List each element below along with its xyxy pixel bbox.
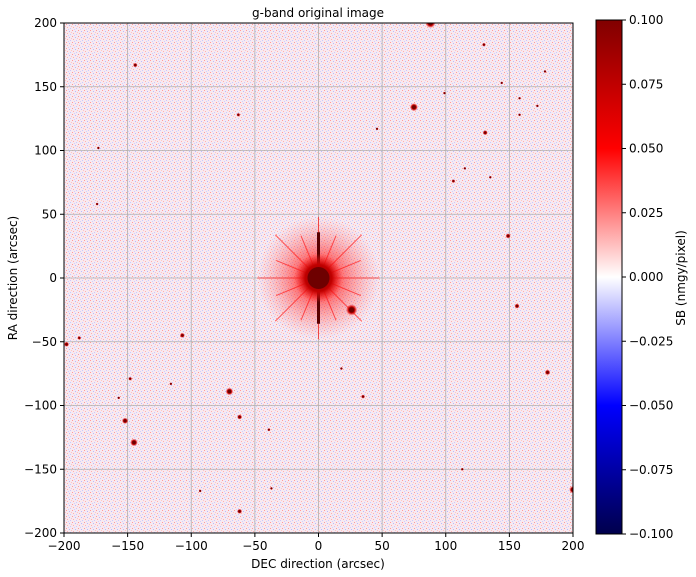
source-core	[307, 267, 330, 289]
x-tick-label: −150	[111, 539, 144, 553]
source-core	[349, 307, 355, 313]
x-tick-label: 150	[498, 539, 521, 553]
source-core	[544, 70, 546, 73]
source-core	[169, 382, 172, 385]
colorbar: −0.100 −0.075 −0.050 −0.025 0.000 0.025 0.050 0…	[595, 13, 688, 541]
source-core	[443, 92, 446, 95]
source-core	[238, 510, 241, 513]
source-core	[123, 419, 127, 423]
source-core	[199, 490, 202, 492]
colorbar-gradient	[595, 19, 623, 535]
source-core	[518, 113, 521, 116]
source-core	[78, 337, 81, 339]
y-tick-label: 200	[34, 16, 57, 30]
source-core	[227, 389, 232, 394]
source-core	[237, 113, 240, 116]
x-tick-label: −100	[175, 539, 208, 553]
source-core	[97, 147, 100, 149]
source-core	[340, 367, 343, 370]
colorbar-tick-label: −0.100	[629, 527, 673, 541]
y-axis: −200 −150 −100 −50 0 50 100 150 200	[24, 16, 64, 540]
source-core	[428, 23, 433, 26]
source-core	[362, 395, 364, 398]
y-tick-label: −100	[24, 399, 57, 413]
source-core	[483, 43, 485, 46]
colorbar-tick-label: 0.000	[629, 270, 663, 284]
source-core	[129, 377, 132, 380]
colorbar-tick-label: 0.050	[629, 142, 663, 156]
source-core	[117, 396, 120, 399]
colorbar-label: SB (nmgy/pixel)	[674, 230, 688, 325]
x-axis: −200 −150 −100 −50 0 50 100 150 200	[48, 533, 585, 553]
colorbar-tick-label: −0.075	[629, 463, 673, 477]
source-core	[515, 304, 519, 308]
source-core	[463, 167, 466, 170]
x-tick-label: 0	[315, 539, 323, 553]
source-core	[134, 64, 137, 67]
x-tick-label: 100	[434, 539, 457, 553]
colorbar-ticks: −0.100 −0.075 −0.050 −0.025 0.000 0.025 0.050 0…	[622, 13, 673, 541]
colorbar-tick-label: 0.075	[629, 77, 663, 91]
source-core	[132, 440, 136, 445]
x-tick-label: 200	[562, 539, 585, 553]
x-tick-label: −50	[242, 539, 267, 553]
source-core	[376, 127, 378, 130]
colorbar-tick-label: −0.025	[629, 334, 673, 348]
source-core	[452, 180, 455, 183]
y-tick-label: −150	[24, 462, 57, 476]
source-core	[65, 343, 68, 346]
source-core	[506, 234, 510, 238]
colorbar-tick-label: −0.050	[629, 399, 673, 413]
source-core	[181, 334, 184, 337]
source-core	[270, 487, 273, 490]
plot-title: g-band original image	[252, 6, 384, 20]
source-core	[518, 97, 521, 100]
source-core	[546, 371, 549, 374]
y-tick-label: 150	[34, 80, 57, 94]
y-tick-label: −200	[24, 526, 57, 540]
y-tick-label: −50	[32, 335, 57, 349]
source-core	[267, 428, 270, 431]
source-core	[500, 82, 503, 84]
x-tick-label: −200	[48, 539, 81, 553]
sources-layer	[64, 23, 573, 514]
y-tick-label: 50	[42, 207, 57, 221]
y-tick-label: 0	[49, 271, 57, 285]
y-axis-label: RA direction (arcsec)	[6, 216, 20, 341]
x-axis-label: DEC direction (arcsec)	[251, 557, 385, 571]
source-core	[461, 468, 464, 471]
source-core	[489, 176, 492, 179]
x-tick-label: 50	[374, 539, 389, 553]
source-core	[536, 104, 539, 107]
source-core	[412, 105, 416, 109]
source-core	[96, 203, 98, 205]
y-tick-label: 100	[34, 144, 57, 158]
source-core	[238, 415, 241, 419]
source-blob	[569, 485, 573, 494]
colorbar-tick-label: 0.100	[629, 13, 663, 27]
image-panel	[64, 23, 573, 533]
colorbar-tick-label: 0.025	[629, 206, 663, 220]
source-core	[484, 131, 487, 134]
source-blob	[425, 23, 436, 29]
